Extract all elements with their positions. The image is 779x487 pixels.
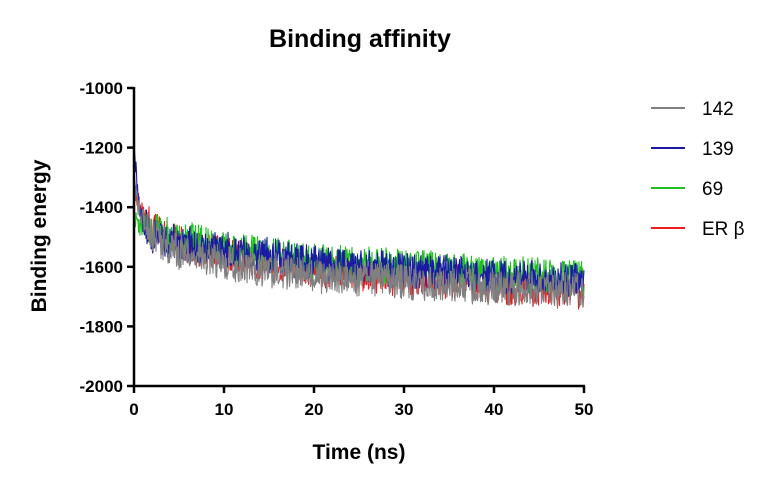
ticks-layer: -1000 -1200 -1400 -1600 -1800 -2000 0 10 20 30 40 5… xyxy=(80,79,594,419)
series-layer xyxy=(133,151,585,310)
legend-item: 142 xyxy=(651,99,734,120)
x-tick-label: 20 xyxy=(305,400,324,419)
legend: 142 139 69 ER β xyxy=(651,99,745,240)
legend-label: ER β xyxy=(702,219,745,240)
y-tick-label: -1400 xyxy=(80,198,123,217)
legend-item: ER β xyxy=(651,219,745,240)
x-tick-label: 10 xyxy=(215,400,234,419)
legend-item: 69 xyxy=(651,179,723,200)
y-tick-label: -2000 xyxy=(80,377,123,396)
legend-label: 142 xyxy=(702,99,734,120)
y-tick-label: -1800 xyxy=(80,317,123,336)
y-axis-label: Binding energy xyxy=(28,159,51,312)
x-tick-label: 30 xyxy=(395,400,414,419)
y-tick-label: -1200 xyxy=(80,139,123,158)
x-tick-label: 40 xyxy=(485,400,504,419)
legend-label: 139 xyxy=(702,139,734,160)
series-line-1 xyxy=(133,178,585,309)
x-tick-label: 50 xyxy=(575,400,594,419)
series-line-2 xyxy=(133,151,585,299)
legend-item: 139 xyxy=(651,139,734,160)
x-axis-label: Time (ns) xyxy=(313,441,406,464)
chart-title: Binding affinity xyxy=(269,25,451,53)
y-tick-label: -1000 xyxy=(80,79,123,98)
x-tick-label: 0 xyxy=(129,400,138,419)
y-tick-label: -1600 xyxy=(80,258,123,277)
legend-label: 69 xyxy=(702,179,723,200)
